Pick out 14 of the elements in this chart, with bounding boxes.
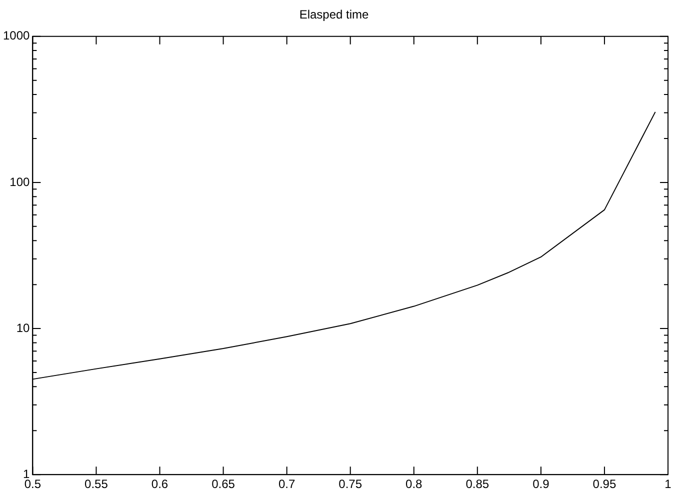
- x-tick-label: 0.7: [278, 477, 296, 492]
- y-tick-label: 1000: [2, 28, 30, 43]
- y-tick-label: 10: [16, 320, 30, 335]
- y-tick-label: 100: [10, 174, 30, 189]
- x-tick-label: 0.85: [466, 477, 490, 492]
- x-tick-label: 1: [664, 477, 672, 492]
- x-tick-label: 0.55: [84, 477, 108, 492]
- x-tick-label: 0.75: [338, 477, 362, 492]
- x-tick-label: 0.8: [406, 477, 423, 492]
- x-tick-label: 0.95: [592, 477, 616, 492]
- chart-title: Elasped time: [299, 8, 370, 22]
- x-tick-label: 0.65: [212, 477, 236, 492]
- x-tick-label: 0.9: [532, 477, 550, 492]
- x-tick-label: 0.6: [151, 477, 168, 492]
